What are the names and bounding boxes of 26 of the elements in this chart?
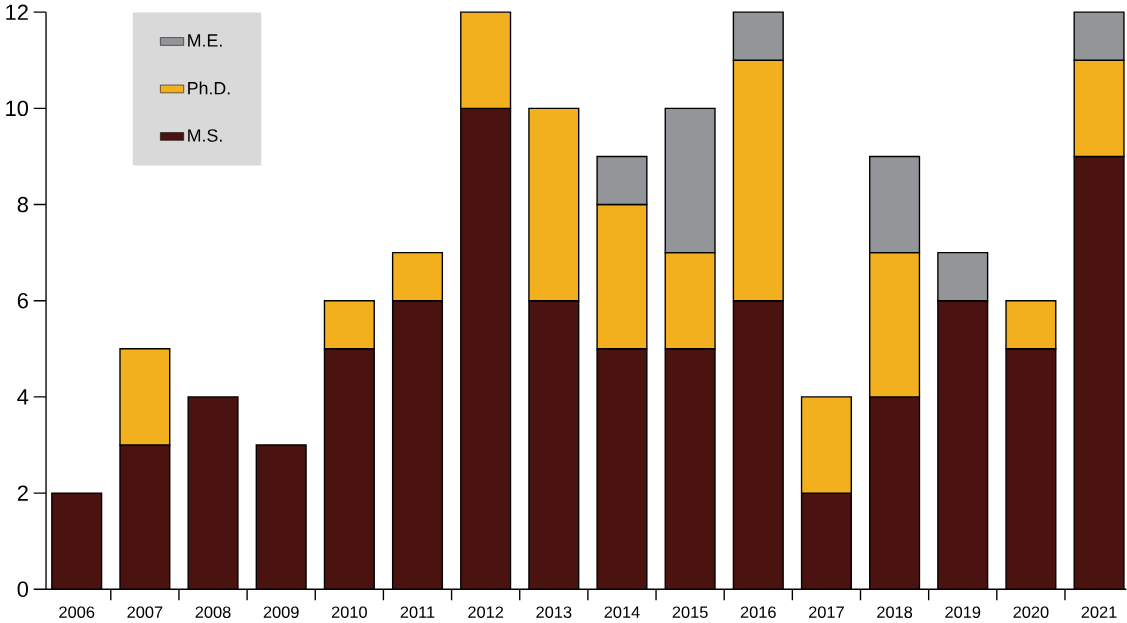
x-tick-label: 2010	[331, 606, 367, 619]
y-tick-label: 8	[17, 197, 28, 213]
y-tick-label: 6	[17, 293, 28, 309]
x-tick-label: 2009	[263, 606, 299, 619]
x-tick-label: 2013	[536, 606, 572, 619]
y-tick-label: 2	[17, 485, 28, 501]
x-tick-label: 2012	[468, 606, 504, 619]
x-tick-label: 2016	[740, 606, 776, 619]
x-tick-label: 2014	[604, 606, 640, 619]
legend-label: Ph.D.	[188, 81, 230, 95]
x-tick-label: 2008	[195, 606, 231, 619]
x-tick-label: 2019	[945, 606, 981, 619]
x-tick-label: 2017	[809, 606, 844, 619]
x-tick-label: 2015	[672, 606, 708, 619]
x-tick-label: 2018	[877, 606, 913, 619]
y-tick-label: 10	[6, 100, 29, 117]
x-tick-label: 2021	[1081, 606, 1117, 619]
y-tick-label: 4	[17, 389, 29, 405]
y-tick-label: 12	[6, 4, 28, 21]
legend-label: M.S.	[188, 129, 222, 142]
y-tick-label: 0	[17, 581, 29, 598]
x-tick-label: 2006	[59, 606, 95, 619]
x-tick-label: 2011	[400, 606, 435, 619]
x-tick-label: 2007	[127, 606, 163, 619]
x-tick-label: 2020	[1013, 606, 1049, 619]
legend-label: M.E.	[188, 34, 222, 47]
